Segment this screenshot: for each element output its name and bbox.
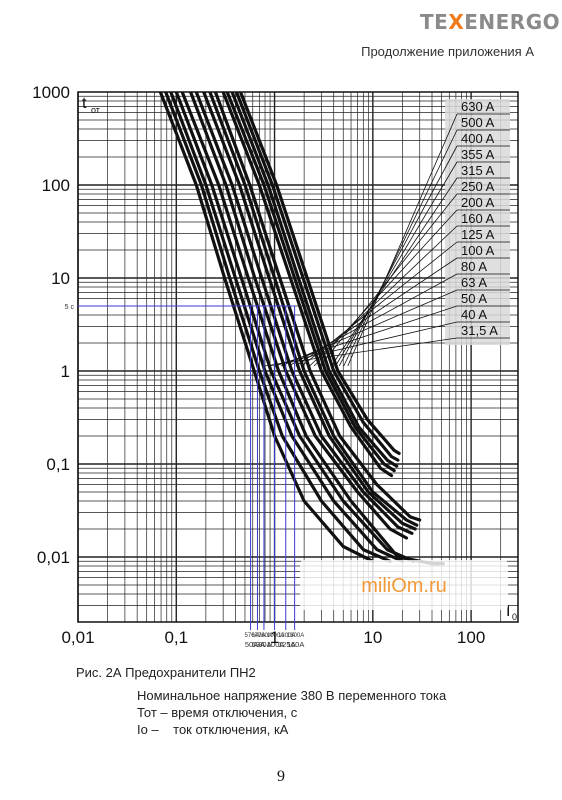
legend-label: 250 A: [461, 179, 495, 194]
legend-label: 630 A: [461, 99, 495, 114]
x-axis-label: I: [506, 603, 510, 620]
y-axis-label-sub: от: [91, 105, 100, 115]
legend-leader: [343, 129, 458, 367]
legend-label: 160 A: [461, 211, 495, 226]
legend-label: 125 A: [461, 227, 495, 242]
curve-40 A: [164, 92, 392, 563]
y-tick-label: 1000: [32, 83, 70, 102]
note-voltage: Номинальное напряжение 380 В переменного…: [137, 688, 447, 703]
plot-frame: [77, 91, 519, 623]
marker-time-label: 5 с: [65, 304, 75, 311]
page-subtitle: Продолжение приложения А: [361, 44, 534, 59]
legend-leader: [335, 161, 458, 367]
legend-label: 31,5 A: [461, 323, 498, 338]
legend-leader: [313, 209, 458, 367]
legend-label: 100 A: [461, 243, 495, 258]
y-tick-label: 100: [42, 176, 70, 195]
legend-label: 355 A: [461, 147, 495, 162]
curve-355 A: [225, 92, 396, 473]
y-axis-label: t: [82, 95, 87, 112]
marker-label-bottom: 50A: [245, 640, 258, 649]
marker-label-top: 1600A: [287, 633, 304, 639]
legend-label: 400 A: [461, 131, 495, 146]
curve-630 A: [238, 92, 401, 455]
brand-logo: TEXENERGO: [420, 10, 560, 34]
legend-label: 80 A: [461, 259, 487, 274]
watermark-box: [300, 560, 508, 610]
logo-text-suffix: ENERGO: [464, 10, 561, 34]
watermark: miliOm.ru: [300, 560, 508, 610]
curve-250 A: [213, 92, 422, 522]
legend-label: 50 A: [461, 291, 487, 306]
marker-label-top: 1000A: [267, 633, 284, 639]
y-tick-label: 10: [51, 269, 70, 288]
curve-100 A: [189, 92, 409, 540]
legend-label: 200 A: [461, 195, 495, 210]
x-axis-label-sub: 0: [512, 612, 517, 622]
curve-200 A: [208, 92, 419, 527]
logo-text-prefix: TE: [420, 10, 449, 34]
legend-label: 63 A: [461, 275, 487, 290]
curve-160 A: [202, 92, 417, 531]
legend-label: 40 A: [461, 307, 487, 322]
marker-lines: 5 с 570A50A670A63A780A80A1000A100A1300A12…: [65, 304, 305, 649]
marker-label-bottom: 100A: [267, 640, 285, 649]
y-tick-label: 0,01: [37, 548, 70, 567]
x-tick-label: 0,1: [164, 628, 188, 647]
curve-500 A: [234, 92, 400, 462]
logo-text-accent: X: [448, 10, 465, 34]
legend-leader: [319, 193, 458, 367]
legend-leader: [338, 145, 458, 367]
legend-panel: [445, 99, 510, 345]
x-tick-label: 10: [363, 628, 382, 647]
x-tick-label: 100: [457, 628, 485, 647]
legend-label: 315 A: [461, 163, 495, 178]
note-current: Io – ток отключения, кА: [137, 722, 289, 737]
curve-125 A: [194, 92, 414, 535]
curve-315 A: [221, 92, 394, 478]
marker-label-bottom: 63A: [252, 640, 265, 649]
legend-label: 500 A: [461, 115, 495, 130]
legend-leader: [280, 289, 458, 367]
x-tick-label: 1: [270, 628, 279, 647]
marker-label-top: 670A: [251, 633, 265, 639]
page-number: 9: [277, 768, 285, 785]
marker-label-bottom: 125A: [278, 640, 296, 649]
curve-50 A: [169, 92, 404, 563]
marker-label-bottom: 160A: [287, 640, 305, 649]
marker-label-top: 570A: [245, 633, 259, 639]
marker-label-bottom: 80A: [258, 640, 271, 649]
marker-label-top: 780A: [258, 633, 272, 639]
x-tick-label: 0,01: [61, 628, 94, 647]
legend-leader: [331, 177, 458, 367]
marker-label-top: 1300A: [278, 633, 295, 639]
y-tick-label: 1: [61, 362, 70, 381]
y-tick-label: 0,1: [46, 455, 70, 474]
note-time: Тот – время отключения, с: [137, 705, 298, 720]
curve-400 A: [230, 92, 399, 468]
watermark-text: miliOm.ru: [361, 575, 447, 597]
figure-caption: Рис. 2А Предохранители ПН2: [76, 665, 256, 680]
